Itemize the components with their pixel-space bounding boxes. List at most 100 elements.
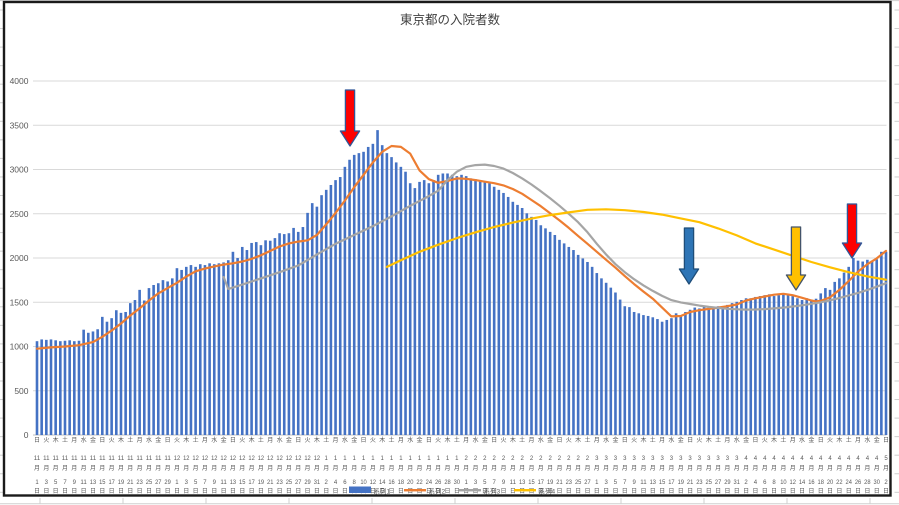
bar[interactable] [562, 243, 566, 435]
bar[interactable] [651, 317, 655, 435]
line-series-系列3[interactable] [222, 163, 888, 311]
bar[interactable] [329, 184, 333, 435]
bar[interactable] [581, 258, 585, 435]
bar[interactable] [231, 251, 235, 435]
bar[interactable] [110, 318, 113, 435]
bar[interactable] [660, 321, 664, 435]
bar[interactable] [548, 231, 552, 435]
bar[interactable] [292, 227, 295, 435]
bar[interactable] [352, 154, 356, 435]
bar[interactable] [264, 240, 267, 435]
bar[interactable] [838, 278, 841, 435]
bar[interactable] [87, 332, 90, 435]
bar[interactable] [810, 300, 813, 435]
bar[interactable] [880, 251, 883, 435]
bar[interactable] [129, 303, 132, 435]
bar[interactable] [240, 246, 244, 435]
bar[interactable] [115, 310, 118, 435]
bar[interactable] [306, 212, 309, 435]
bar[interactable] [142, 300, 146, 435]
bar[interactable] [348, 159, 351, 435]
bar[interactable] [814, 298, 818, 435]
bar[interactable] [203, 265, 207, 435]
bar[interactable] [73, 341, 76, 435]
bar[interactable] [460, 174, 463, 435]
bar[interactable] [805, 298, 809, 435]
bar[interactable] [847, 266, 851, 435]
bar[interactable] [763, 295, 767, 435]
bar[interactable] [828, 289, 832, 435]
bar[interactable] [875, 259, 878, 435]
bar[interactable] [343, 166, 347, 435]
bar[interactable] [791, 296, 795, 435]
bar[interactable] [576, 254, 580, 435]
bar[interactable] [693, 307, 697, 435]
bar[interactable] [702, 306, 706, 435]
bar[interactable] [446, 173, 449, 436]
bar[interactable] [371, 143, 375, 435]
bar[interactable] [119, 312, 123, 435]
bar[interactable] [553, 234, 557, 435]
bar[interactable] [226, 260, 230, 435]
bar[interactable] [464, 176, 468, 435]
bar[interactable] [870, 260, 874, 435]
bar[interactable] [366, 146, 370, 435]
bar[interactable] [278, 233, 281, 435]
bar[interactable] [315, 206, 319, 435]
bar[interactable] [824, 288, 827, 435]
series-bars[interactable] [35, 130, 888, 436]
bar[interactable] [101, 316, 104, 435]
bar[interactable] [852, 258, 855, 435]
bar[interactable] [156, 283, 160, 435]
bar[interactable] [124, 311, 127, 435]
bar[interactable] [842, 272, 846, 435]
bar[interactable] [217, 263, 221, 435]
bar[interactable] [390, 157, 393, 436]
bar[interactable] [208, 263, 211, 435]
bar[interactable] [404, 171, 407, 435]
bar[interactable] [474, 179, 477, 435]
bar[interactable] [194, 266, 197, 435]
bar[interactable] [488, 183, 491, 435]
bar[interactable] [516, 204, 519, 435]
bar[interactable] [254, 242, 258, 435]
bar[interactable] [684, 311, 687, 435]
bar[interactable] [40, 339, 43, 435]
bar[interactable] [572, 250, 575, 435]
bar[interactable] [856, 260, 860, 435]
bar[interactable] [502, 192, 505, 435]
bar[interactable] [166, 281, 169, 435]
bar[interactable] [180, 269, 183, 435]
bar[interactable] [786, 293, 790, 435]
bar[interactable] [595, 273, 599, 435]
bar[interactable] [600, 278, 603, 435]
bar[interactable] [427, 183, 431, 435]
legend-swatch-bar[interactable] [349, 486, 371, 494]
bar[interactable] [567, 246, 571, 435]
bar[interactable] [338, 177, 342, 435]
bar[interactable] [441, 173, 445, 436]
bar[interactable] [478, 180, 482, 435]
bar[interactable] [609, 287, 613, 435]
bar[interactable] [357, 153, 361, 435]
bar[interactable] [604, 282, 608, 435]
bar[interactable] [628, 307, 631, 435]
bar[interactable] [740, 300, 743, 435]
legend-swatch-line[interactable] [404, 489, 426, 492]
bar[interactable] [782, 293, 785, 435]
bar[interactable] [698, 308, 701, 435]
bar[interactable] [147, 288, 151, 435]
bar[interactable] [726, 304, 729, 435]
bar[interactable] [418, 181, 421, 435]
bar[interactable] [450, 174, 454, 435]
bar[interactable] [670, 318, 673, 435]
bar[interactable] [68, 340, 71, 435]
bar[interactable] [334, 180, 337, 435]
bar[interactable] [483, 181, 487, 435]
bar[interactable] [772, 296, 776, 435]
bar[interactable] [212, 264, 216, 435]
bar[interactable] [618, 299, 622, 435]
down-arrow-red-late-april[interactable] [841, 203, 863, 259]
bar[interactable] [422, 180, 426, 435]
bar[interactable] [534, 219, 538, 435]
